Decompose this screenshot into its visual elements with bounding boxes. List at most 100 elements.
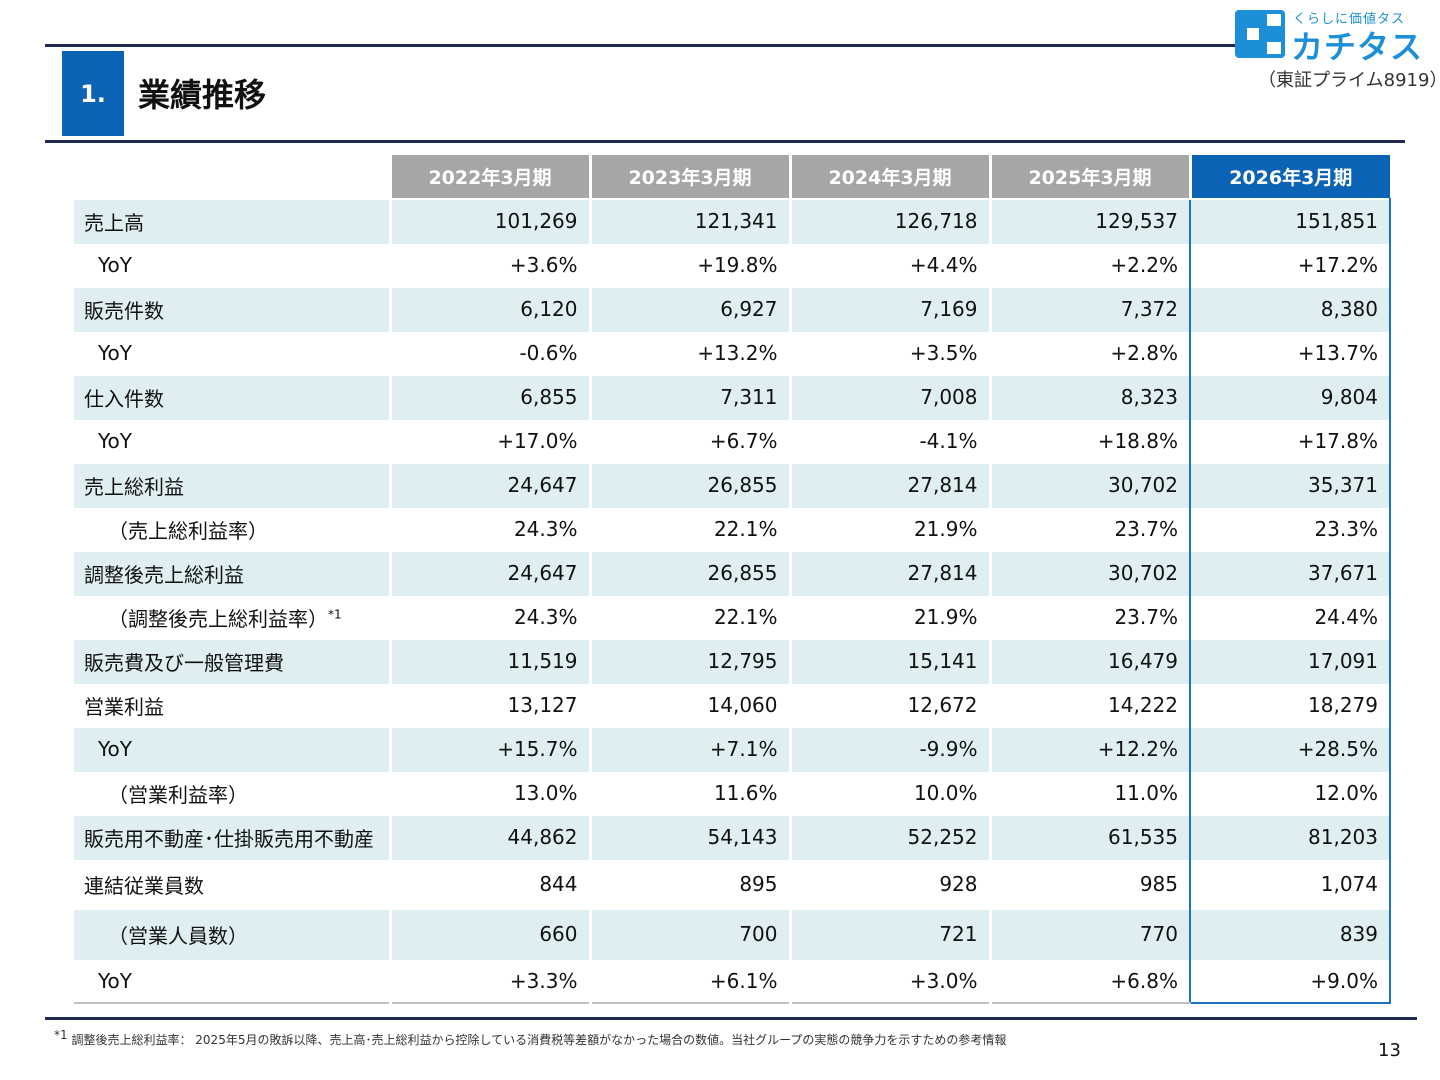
cell-value: 23.7% [988,506,1190,551]
cell-value-highlighted: +17.2% [1189,242,1391,287]
cell-value: 26,855 [588,462,790,507]
cell-value: 54,143 [588,814,790,859]
table-row: 販売件数 6,120 6,927 7,169 7,372 8,380 [74,286,1391,331]
row-label: 仕入件数 [74,374,390,419]
exchange-listing: （東証プライム8919） [1258,70,1440,91]
cell-value-highlighted: +9.0% [1189,958,1391,1004]
cell-value: +6.8% [988,958,1190,1004]
cell-value: -0.6% [388,330,590,375]
row-label-text: YoY [98,969,133,993]
row-label: 売上総利益 [74,462,390,507]
row-label-text: 売上総利益 [84,474,184,499]
cell-value: 11,519 [388,638,590,683]
row-label-text: （売上総利益率） [108,518,268,543]
row-label-text: 営業利益 [84,694,164,719]
cell-value: 844 [388,858,590,909]
table-row: YoY +15.7% +7.1% -9.9% +12.2% +28.5% [74,726,1391,771]
cell-value-highlighted: 839 [1189,908,1391,959]
cell-value: 15,141 [788,638,990,683]
cell-value: +17.0% [388,418,590,463]
cell-value: 52,252 [788,814,990,859]
row-label-text: YoY [98,737,133,761]
logo-mark-icon [1235,10,1285,58]
column-header: 2022年3月期 [388,155,590,199]
row-label-text: 調整後売上総利益 [84,562,244,587]
header-rule [45,44,1240,47]
row-label: （売上総利益率） [74,506,390,551]
row-label: 調整後売上総利益 [74,550,390,595]
cell-value: -9.9% [788,726,990,771]
table-row: 販売費及び一般管理費 11,519 12,795 15,141 16,479 17,091 [74,638,1391,683]
logo-tagline: くらしに価値タス [1293,12,1406,27]
table-row: YoY -0.6% +13.2% +3.5% +2.8% +13.7% [74,330,1391,375]
cell-value-highlighted: 35,371 [1189,462,1391,507]
cell-value: 24.3% [388,594,590,639]
cell-value: 700 [588,908,790,959]
row-label-text: （営業利益率） [108,782,248,807]
footnote: *1 調整後売上総利益率： 2025年5月の敗訴以降、売上高･売上総利益から控除… [54,1028,1006,1048]
row-label-text: 売上高 [84,210,144,235]
table-row: （調整後売上総利益率）*1 24.3% 22.1% 21.9% 23.7% 24.4% [74,594,1391,639]
table-row: YoY +3.3% +6.1% +3.0% +6.8% +9.0% [74,958,1391,1004]
cell-value: +3.6% [388,242,590,287]
cell-value-highlighted: 8,380 [1189,286,1391,331]
cell-value-highlighted: +13.7% [1189,330,1391,375]
cell-value: +3.3% [388,958,590,1004]
cell-value: +6.7% [588,418,790,463]
cell-value-highlighted: 12.0% [1189,770,1391,815]
cell-value: 895 [588,858,790,909]
page-number: 13 [1378,1040,1401,1061]
cell-value: 22.1% [588,506,790,551]
section-number: 1. [62,51,124,136]
row-label: YoY [74,330,390,375]
cell-value: 8,323 [988,374,1190,419]
cell-value: 7,311 [588,374,790,419]
row-label: 販売費及び一般管理費 [74,638,390,683]
table-row: 営業利益 13,127 14,060 12,672 14,222 18,279 [74,682,1391,727]
cell-value: 30,702 [988,462,1190,507]
table-row: 売上総利益 24,647 26,855 27,814 30,702 35,371 [74,462,1391,507]
cell-value: 6,927 [588,286,790,331]
cell-value: 6,120 [388,286,590,331]
cell-value: +18.8% [988,418,1190,463]
cell-value: 14,222 [988,682,1190,727]
cell-value-highlighted: 17,091 [1189,638,1391,683]
company-logo: くらしに価値タス カチタス [1233,6,1433,66]
row-label: 販売用不動産･仕掛販売用不動産 [74,814,390,859]
cell-value: 14,060 [588,682,790,727]
logo-name: カチタス [1291,28,1424,66]
cell-value: 6,855 [388,374,590,419]
cell-value: +2.2% [988,242,1190,287]
cell-value: 7,169 [788,286,990,331]
table-row: YoY +3.6% +19.8% +4.4% +2.2% +17.2% [74,242,1391,287]
footnote-marker: *1 [54,1028,68,1042]
cell-value: 7,372 [988,286,1190,331]
header-blank-cell [74,155,390,199]
cell-value: 721 [788,908,990,959]
cell-value: 12,795 [588,638,790,683]
row-label-text: 仕入件数 [84,386,164,411]
table-row: （営業利益率） 13.0% 11.6% 10.0% 11.0% 12.0% [74,770,1391,815]
cell-value: +3.0% [788,958,990,1004]
cell-value: -4.1% [788,418,990,463]
table-row: 連結従業員数 844 895 928 985 1,074 [74,858,1391,909]
table-row: YoY +17.0% +6.7% -4.1% +18.8% +17.8% [74,418,1391,463]
cell-value-highlighted: 23.3% [1189,506,1391,551]
cell-value: +15.7% [388,726,590,771]
table-row: 売上高 101,269 121,341 126,718 129,537 151,851 [74,198,1391,243]
cell-value: 61,535 [988,814,1190,859]
cell-value: 21.9% [788,506,990,551]
cell-value-highlighted: +28.5% [1189,726,1391,771]
cell-value: 985 [988,858,1190,909]
cell-value: +12.2% [988,726,1190,771]
row-label-text: YoY [98,429,133,453]
cell-value: 10.0% [788,770,990,815]
column-header: 2024年3月期 [788,155,990,199]
cell-value: 12,672 [788,682,990,727]
cell-value: 23.7% [988,594,1190,639]
cell-value: +7.1% [588,726,790,771]
row-label: YoY [74,958,390,1004]
cell-value: 27,814 [788,550,990,595]
column-header-highlighted: 2026年3月期 [1188,155,1390,199]
row-label-text: 連結従業員数 [84,873,204,898]
